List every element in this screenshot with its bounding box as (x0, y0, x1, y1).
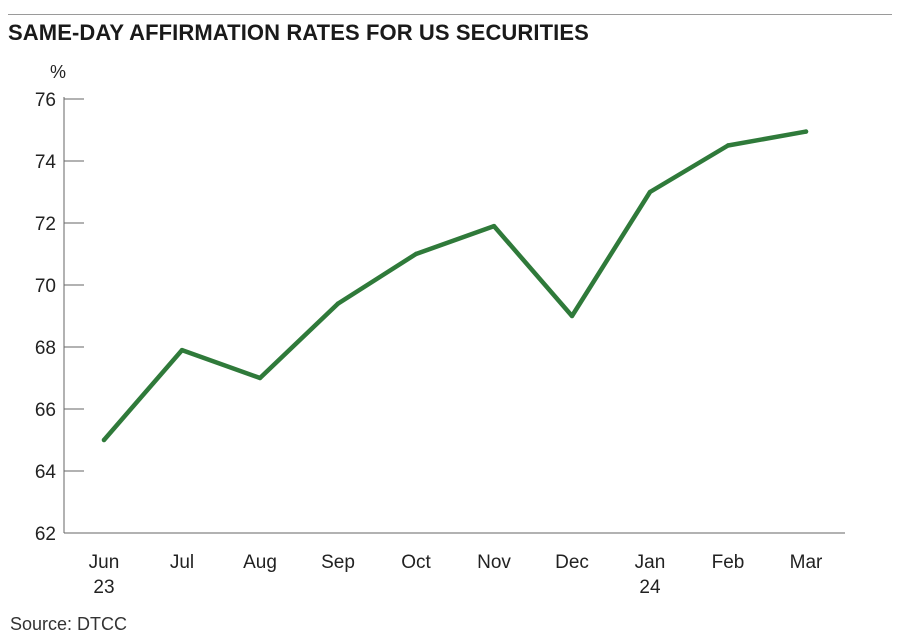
data-point (803, 129, 809, 134)
y-axis-ticks: 62 64 66 68 70 72 74 76 (35, 90, 84, 545)
y-tick-label: 76 (35, 90, 56, 111)
x-tick-label: Jan (635, 552, 666, 573)
top-rule (8, 14, 892, 15)
x-tick-label: Aug (243, 552, 277, 573)
x-tick-label: Jun (89, 552, 120, 573)
x-axis-ticks: Jun 23 Jul Aug Sep Oct Nov Dec Jan 24 Feb Mar (89, 552, 823, 598)
data-point (335, 301, 341, 306)
data-point (101, 437, 107, 443)
x-tick-label: Sep (321, 552, 355, 573)
data-point (179, 347, 185, 353)
data-point (725, 143, 731, 148)
x-tick-label: Mar (790, 552, 823, 573)
data-point (413, 251, 419, 257)
data-point (647, 189, 653, 195)
x-tick-label: Jul (170, 552, 194, 573)
y-tick-label: 72 (35, 214, 56, 235)
x-tick-label: Feb (712, 552, 745, 573)
source-note: Source: DTCC (10, 614, 128, 634)
x-tick-sublabel: 23 (93, 577, 114, 598)
axes (63, 97, 845, 534)
chart-title: SAME-DAY AFFIRMATION RATES FOR US SECURI… (8, 20, 589, 45)
x-tick-label: Nov (477, 552, 511, 573)
x-tick-sublabel: 24 (639, 577, 661, 598)
y-tick-label: 70 (35, 276, 56, 297)
data-point (257, 375, 263, 381)
x-tick-label: Dec (555, 552, 589, 573)
data-point (491, 223, 497, 229)
y-tick-label: 68 (35, 338, 56, 359)
series-line (101, 129, 809, 443)
series-group (101, 129, 809, 443)
data-point (569, 313, 575, 319)
y-tick-label: 66 (35, 400, 56, 421)
y-axis-unit-label: % (50, 62, 67, 82)
y-tick-label: 62 (35, 524, 56, 545)
y-tick-label: 64 (35, 462, 57, 483)
x-tick-label: Oct (401, 552, 431, 573)
y-tick-label: 74 (35, 152, 57, 173)
